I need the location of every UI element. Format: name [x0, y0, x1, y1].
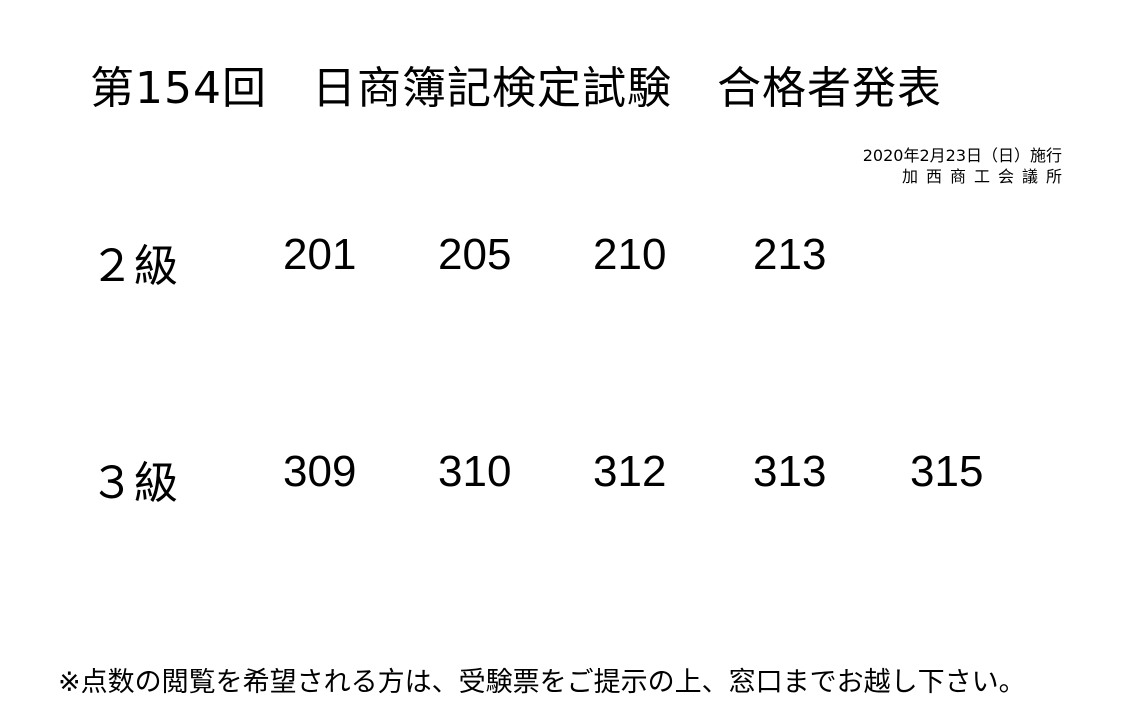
passer-number: 310 [438, 447, 512, 496]
passer-number: 213 [753, 230, 827, 279]
passer-number: 309 [283, 447, 357, 496]
exam-date: 2020年2月23日（日）施行 [862, 146, 1062, 165]
passer-number: 201 [283, 230, 357, 279]
exam-info: 2020年2月23日（日）施行 加西商工会議所 [863, 145, 1062, 187]
page-title: 第154回 日商簿記検定試験 合格者発表 [90, 63, 942, 114]
passer-number: 210 [593, 230, 667, 279]
passer-number: 315 [910, 447, 984, 496]
passer-number: 205 [438, 230, 512, 279]
grade-label: ３級 [90, 458, 178, 509]
grade-label: ２級 [90, 241, 178, 292]
passer-number: 312 [593, 447, 667, 496]
footer-note: ※点数の閲覧を希望される方は、受験票をご提示の上、窓口までお越し下さい。 [58, 667, 1026, 698]
passer-number: 313 [753, 447, 827, 496]
organizer: 加西商工会議所 [901, 167, 1070, 186]
